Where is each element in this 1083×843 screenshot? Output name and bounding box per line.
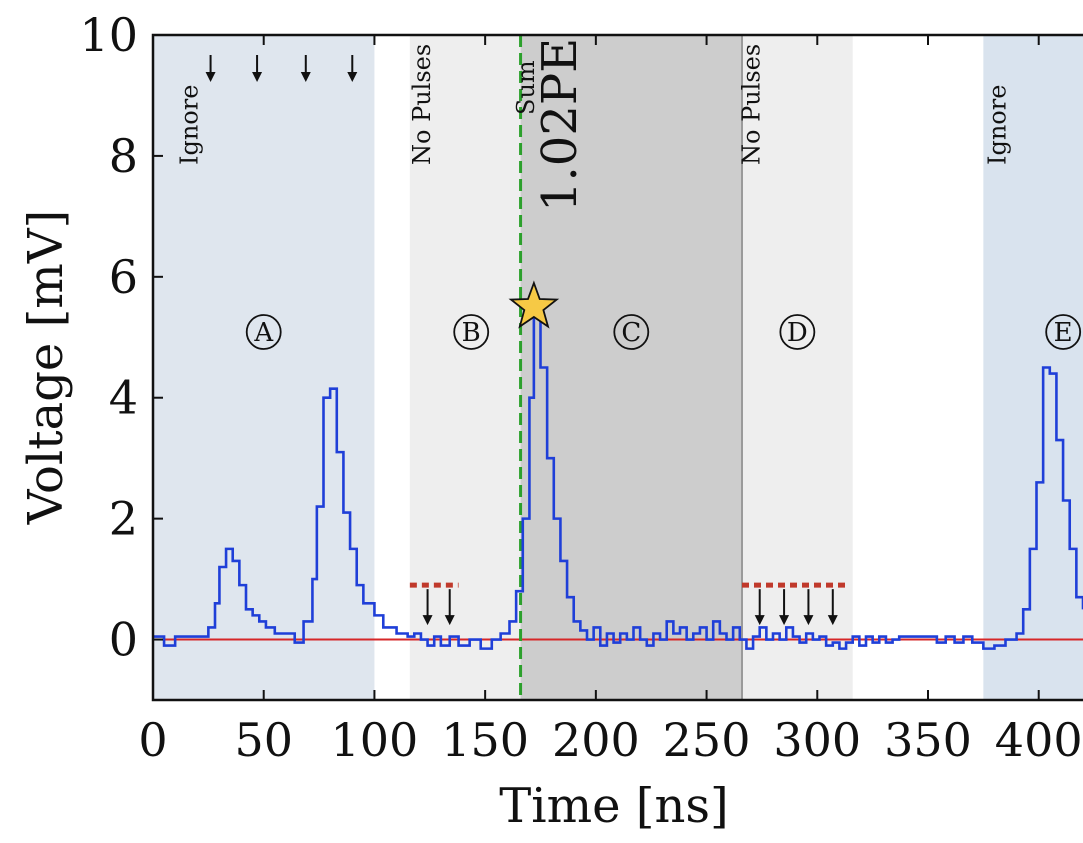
region-a-label: Ignore — [175, 85, 203, 165]
region-b-marker: B — [462, 318, 481, 348]
waveform-line-0 — [153, 311, 1083, 650]
plot-frame — [151, 33, 1083, 702]
x-tick-label-5: 250 — [663, 713, 751, 767]
region-c-marker-circle — [613, 314, 650, 350]
region-d-arrow-0-head — [754, 615, 765, 626]
region-a-arrow-2-head — [300, 72, 311, 82]
y-tick-label-0: 0 — [109, 613, 138, 667]
region-e-band — [983, 35, 1083, 700]
region-d-label: No Pulses — [738, 44, 766, 165]
region-b-arrow-0-head — [422, 615, 433, 626]
y-tick-label-4: 8 — [109, 129, 138, 183]
x-axis-label: Time [ns] — [499, 778, 729, 834]
waveform-series — [153, 311, 1083, 650]
region-a-arrow-0-head — [205, 72, 216, 82]
reference-lines — [153, 35, 1083, 700]
axes: 0 50 100 150 200 250 300 350 400 0 2 4 6 8 10 — [79, 8, 1083, 767]
y-axis-label: Voltage [mV] — [18, 210, 74, 525]
y-tick-label-2: 4 — [109, 371, 138, 425]
region-d-arrow-1-head — [779, 615, 790, 626]
y-tick-label-1: 2 — [109, 492, 138, 546]
region-e-label: Ignore — [984, 85, 1012, 165]
x-tick-label-6: 300 — [773, 713, 861, 767]
region-b-label: No Pulses — [408, 44, 436, 165]
region-e-marker: E — [1054, 318, 1073, 348]
y-tick-label-5: 10 — [79, 8, 138, 62]
region-b-marker-circle — [453, 314, 490, 350]
region-a-band — [153, 35, 375, 700]
x-tick-label-7: 350 — [884, 713, 972, 767]
x-tick-label-0: 0 — [138, 713, 167, 767]
region-a-arrow-1-head — [252, 72, 263, 82]
region-b-arrow-1-head — [444, 615, 455, 626]
region-d-marker: D — [787, 318, 808, 348]
region-d-arrow-3-head — [827, 615, 838, 626]
x-tick-label-4: 200 — [552, 713, 640, 767]
x-tick-label-8: 400 — [995, 713, 1083, 767]
shaded-regions — [153, 35, 1083, 700]
region-c-band — [520, 35, 742, 700]
region-a-marker-circle — [245, 314, 282, 350]
region-a-marker: A — [253, 318, 274, 348]
y-tick-label-3: 6 — [109, 250, 138, 304]
region-c-value: 1.02PE — [532, 38, 588, 212]
region-e-marker-circle — [1045, 314, 1082, 350]
region-d-marker-circle — [779, 314, 816, 350]
region-c-marker: C — [621, 318, 641, 348]
region-d-arrow-2-head — [803, 615, 814, 626]
axis-labels: Time [ns] Voltage [mV] — [18, 210, 729, 834]
x-tick-label-1: 50 — [234, 713, 293, 767]
x-tick-label-2: 100 — [331, 713, 419, 767]
x-tick-label-3: 150 — [441, 713, 529, 767]
region-c-label: Sum — [512, 60, 540, 115]
peak-star-marker — [508, 280, 560, 329]
region-a-arrow-3-head — [347, 72, 358, 82]
